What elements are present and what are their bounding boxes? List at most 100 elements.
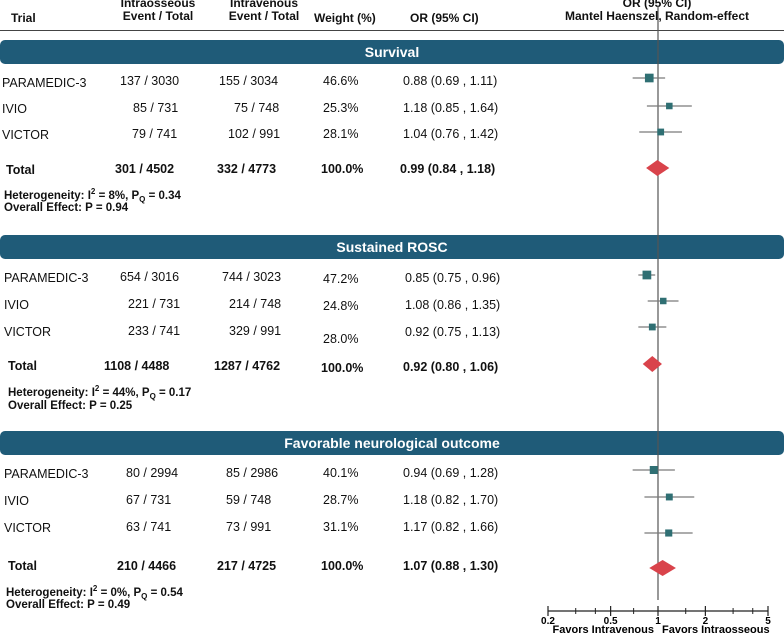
study-io: 79 / 741 — [132, 127, 178, 141]
favors-intraosseous-label: Favors Intraosseous — [662, 624, 770, 636]
total-io: 1108 / 4488 — [104, 359, 170, 373]
study-weight: 28.7% — [323, 493, 359, 507]
favors-intravenous-label: Favors Intravenous — [553, 624, 654, 636]
study-iv: 155 / 3034 — [219, 74, 279, 88]
study-iv: 75 / 748 — [234, 101, 280, 115]
study-iv: 85 / 2986 — [226, 466, 279, 480]
effect-marker — [649, 465, 658, 475]
header-iv-line1: Intravenous — [229, 0, 298, 10]
study-io: 85 / 731 — [133, 101, 179, 115]
study-io: 137 / 3030 — [120, 74, 180, 88]
study-name: VICTOR — [2, 128, 49, 142]
effect-marker — [642, 270, 652, 280]
total-weight: 100.0% — [321, 162, 364, 176]
study-name: IVIO — [4, 298, 30, 312]
study-name: IVIO — [4, 494, 30, 508]
study-or-ci: 1.04 (0.76 , 1.42) — [403, 127, 499, 141]
heterogeneity-text: Heterogeneity: I2 = 8%, PQ = 0.34 — [4, 187, 181, 204]
effect-marker — [644, 73, 654, 83]
study-weight: 25.3% — [323, 101, 359, 115]
study-or-ci: 1.18 (0.85 , 1.64) — [403, 101, 499, 115]
overall-effect: Overall Effect: P = 0.49 — [6, 599, 131, 611]
study-iv: 329 / 991 — [229, 324, 282, 338]
study-iv: 744 / 3023 — [222, 270, 282, 284]
study-io: 654 / 3016 — [120, 270, 180, 284]
heterogeneity-sup: 2 — [92, 584, 98, 593]
overall-effect: Overall Effect: P = 0.94 — [4, 202, 129, 214]
x-tick-label: 0.5 — [604, 616, 618, 627]
heterogeneity-end: = 0.34 — [145, 189, 181, 202]
total-label: Total — [8, 359, 37, 373]
heterogeneity-text: Heterogeneity: I2 = 44%, PQ = 0.17 — [8, 384, 191, 401]
pooled-diamond — [642, 356, 662, 372]
header-io-line1: Intraosseous — [120, 0, 196, 10]
heterogeneity-prefix: Heterogeneity: I — [8, 386, 95, 399]
study-io: 221 / 731 — [128, 297, 181, 311]
x-tick-label: 2 — [703, 616, 709, 627]
study-or-ci: 0.92 (0.75 , 1.13) — [405, 325, 501, 339]
total-iv: 217 / 4725 — [217, 559, 277, 573]
study-or-ci: 1.08 (0.86 , 1.35) — [405, 298, 501, 312]
pooled-diamond — [649, 560, 676, 576]
header-weight: Weight (%) — [314, 11, 376, 25]
total-or-ci: 1.07 (0.88 , 1.30) — [403, 559, 499, 573]
study-weight: 28.1% — [323, 127, 359, 141]
heterogeneity-mid: = 0%, P — [97, 586, 142, 599]
heterogeneity-sub: Q — [141, 592, 148, 602]
study-weight: 24.8% — [323, 299, 359, 313]
section-banner-survival: Survival — [0, 40, 784, 64]
effect-marker — [648, 323, 656, 331]
effect-marker — [665, 529, 673, 537]
study-weight: 40.1% — [323, 466, 359, 480]
effect-marker — [657, 128, 665, 136]
total-iv: 332 / 4773 — [217, 162, 277, 176]
study-weight: 31.1% — [323, 520, 359, 534]
header-plot-line1: OR (95% CI) — [622, 0, 692, 10]
study-iv: 59 / 748 — [226, 493, 272, 507]
header-plot-line2: Mantel Haenszel, Random-effect — [564, 9, 750, 23]
header-plot: OR (95% CI) Mantel Haenszel, Random-effe… — [540, 0, 774, 23]
study-name: VICTOR — [4, 325, 51, 339]
heterogeneity-end: = 0.54 — [147, 586, 183, 599]
total-or-ci: 0.92 (0.80 , 1.06) — [403, 360, 499, 374]
section-banner-rosc: Sustained ROSC — [0, 235, 784, 259]
effect-marker — [666, 102, 673, 110]
overall-effect: Overall Effect: P = 0.25 — [8, 400, 133, 412]
study-name: PARAMEDIC-3 — [4, 271, 89, 285]
study-name: IVIO — [2, 102, 28, 116]
study-io: 67 / 731 — [126, 493, 172, 507]
heterogeneity-text: Heterogeneity: I2 = 0%, PQ = 0.54 — [6, 584, 183, 601]
heterogeneity-mid: = 44%, P — [99, 386, 150, 399]
study-or-ci: 1.18 (0.82 , 1.70) — [403, 493, 499, 507]
header-io-line2: Event / Total — [122, 9, 194, 23]
header-intraosseous: Intraosseous Event / Total — [100, 0, 216, 23]
heterogeneity-prefix: Heterogeneity: I — [4, 189, 91, 202]
x-tick-label: 1 — [655, 616, 661, 627]
study-name: VICTOR — [4, 521, 51, 535]
header-or-ci: OR (95% CI) — [410, 11, 479, 25]
study-name: PARAMEDIC-3 — [2, 76, 87, 90]
total-weight: 100.0% — [321, 361, 364, 375]
effect-marker — [660, 297, 667, 305]
heterogeneity-sup: 2 — [90, 187, 96, 196]
total-io: 210 / 4466 — [117, 559, 177, 573]
x-tick-label: 5 — [765, 616, 771, 627]
header-trial: Trial — [11, 11, 36, 25]
study-weight: 28.0% — [323, 332, 359, 346]
heterogeneity-prefix: Heterogeneity: I — [6, 586, 93, 599]
total-iv: 1287 / 4762 — [214, 359, 281, 373]
study-weight: 46.6% — [323, 74, 359, 88]
total-or-ci: 0.99 (0.84 , 1.18) — [400, 162, 496, 176]
study-or-ci: 0.88 (0.69 , 1.11) — [403, 74, 498, 88]
study-iv: 102 / 991 — [228, 127, 281, 141]
study-or-ci: 0.94 (0.69 , 1.28) — [403, 466, 499, 480]
study-or-ci: 0.85 (0.75 , 0.96) — [405, 271, 501, 285]
study-io: 233 / 741 — [128, 324, 181, 338]
total-label: Total — [6, 163, 35, 177]
header-iv-line2: Event / Total — [228, 9, 300, 23]
study-iv: 73 / 991 — [226, 520, 272, 534]
header-rule — [0, 30, 784, 31]
heterogeneity-sub: Q — [139, 195, 146, 205]
heterogeneity-sup: 2 — [94, 384, 100, 393]
